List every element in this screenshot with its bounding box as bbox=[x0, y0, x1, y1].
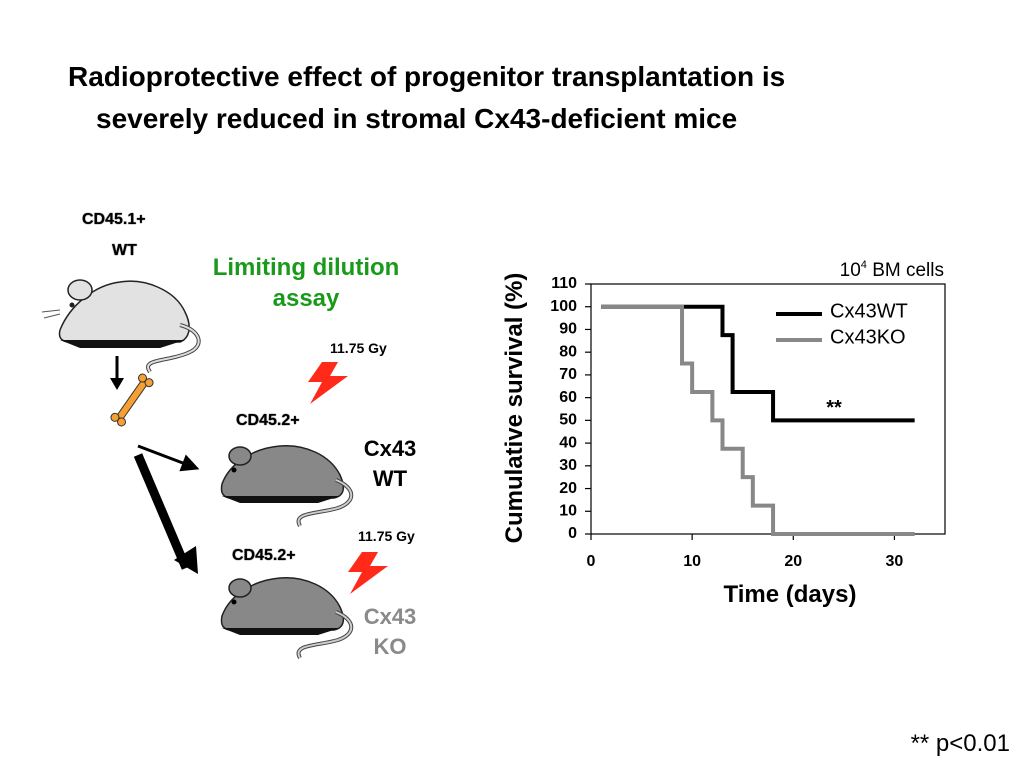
lightning-bolt-icon-2 bbox=[348, 552, 388, 594]
transfer-arrow-ko-icon bbox=[133, 453, 198, 574]
y-tick-label: 50 bbox=[559, 412, 577, 429]
assay-label: Limiting dilution assay bbox=[186, 252, 426, 314]
down-arrow-icon bbox=[110, 356, 124, 390]
recipient-ko-marker: CD45.2+ bbox=[232, 547, 296, 564]
legend: Cx43WT Cx43KO bbox=[776, 300, 908, 348]
assay-line-2: assay bbox=[272, 285, 340, 312]
annotation-base: 10 bbox=[840, 260, 861, 281]
legend-label-ko: Cx43KO bbox=[830, 326, 906, 348]
recipient-wt-line-2: WT bbox=[372, 466, 408, 491]
y-tick-label: 110 bbox=[551, 275, 577, 292]
y-tick-label: 0 bbox=[568, 525, 577, 542]
y-tick-label: 90 bbox=[559, 321, 577, 338]
title-line-1: Radioprotective effect of progenitor tra… bbox=[68, 61, 786, 92]
y-tick-label: 10 bbox=[559, 502, 577, 519]
donor-genotype-label: WT bbox=[112, 242, 137, 259]
donor-marker-label: CD45.1+ bbox=[82, 211, 146, 228]
annotation-sup: 4 bbox=[861, 259, 867, 271]
assay-line-1: Limiting dilution bbox=[212, 254, 400, 281]
title-line-2: severely reduced in stromal Cx43-deficie… bbox=[96, 103, 738, 134]
y-tick-label: 60 bbox=[559, 389, 577, 406]
recipient-ko-line-2: KO bbox=[373, 634, 407, 659]
plot-frame bbox=[590, 283, 946, 535]
y-axis-label: Cumulative survival (%) bbox=[501, 273, 528, 544]
y-tick-label: 40 bbox=[559, 434, 577, 451]
x-tick-label: 30 bbox=[886, 553, 904, 570]
y-tick-label: 100 bbox=[550, 298, 577, 315]
x-axis-label: Time (days) bbox=[724, 581, 857, 608]
legend-label-wt: Cx43WT bbox=[830, 300, 908, 322]
y-tick-label: 20 bbox=[559, 480, 577, 497]
x-tick-label: 0 bbox=[587, 553, 596, 570]
recipient-ko-line-1: Cx43 bbox=[363, 604, 417, 629]
recipient-ko-genotype: Cx43 KO bbox=[350, 602, 430, 662]
bone-icon bbox=[110, 373, 154, 427]
recipient-wt-genotype: Cx43 WT bbox=[350, 434, 430, 494]
recipient-wt-mouse-icon bbox=[220, 445, 354, 527]
y-tick-label: 80 bbox=[559, 343, 577, 360]
significance-marker: ** bbox=[826, 397, 842, 419]
recipient-wt-line-1: Cx43 bbox=[363, 436, 417, 461]
recipient-wt-marker: CD45.2+ bbox=[236, 412, 300, 429]
recipient-ko-mouse-icon bbox=[220, 577, 354, 659]
slide-title: Radioprotective effect of progenitor tra… bbox=[0, 56, 1010, 140]
annotation-label: 104 BM cells bbox=[840, 259, 944, 281]
y-tick-label: 70 bbox=[559, 366, 577, 383]
series-line-cx43wt bbox=[601, 304, 915, 423]
series-line-cx43ko bbox=[601, 304, 915, 536]
radiation-dose-2: 11.75 Gy bbox=[358, 528, 415, 544]
x-tick-label: 20 bbox=[784, 553, 802, 570]
p-value-footnote: ** p<0.01 bbox=[910, 730, 1010, 757]
annotation-rest: BM cells bbox=[867, 260, 944, 281]
lightning-bolt-icon-1 bbox=[308, 362, 348, 404]
x-tick-label: 10 bbox=[683, 553, 701, 570]
y-tick-label: 30 bbox=[559, 457, 577, 474]
transfer-arrow-wt-icon bbox=[137, 444, 200, 472]
radiation-dose-1: 11.75 Gy bbox=[330, 340, 387, 356]
donor-mouse-icon bbox=[41, 279, 201, 374]
